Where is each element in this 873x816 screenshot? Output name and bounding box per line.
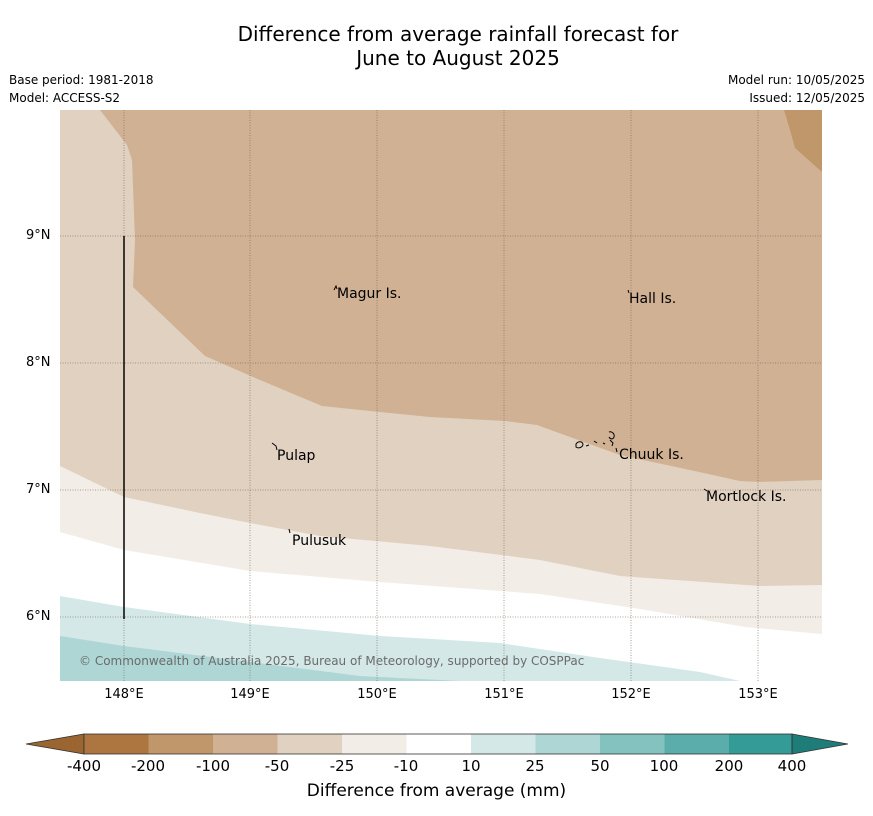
island-magur (333, 284, 338, 291)
island-pulap (271, 442, 278, 451)
colorbar-swatch (148, 734, 213, 754)
colorbar-swatch (213, 734, 278, 754)
colorbar-tick: -25 (329, 757, 355, 775)
colorbar (25, 733, 849, 755)
colorbar-swatch (471, 734, 536, 754)
island-chuuk (575, 431, 618, 453)
band-m200-m100 (784, 110, 822, 172)
band-m100-m50 (100, 110, 822, 482)
colorbar-tick: 50 (590, 757, 610, 775)
colorbar-tick: -50 (264, 757, 290, 775)
issued-label: Issued: 12/05/2025 (749, 91, 865, 105)
title-line-1: Difference from average rainfall forecas… (237, 22, 679, 46)
islands (271, 284, 708, 534)
colorbar-swatch (342, 734, 407, 754)
colorbar-swatch (729, 734, 792, 754)
model-run-label: Model run: 10/05/2025 (727, 73, 865, 87)
colorbar-swatch (535, 734, 600, 754)
lon-label-150e: 150°E (357, 687, 397, 702)
title-line-2: June to August 2025 (356, 46, 560, 70)
colorbar-tick: 10 (461, 757, 481, 775)
colorbar-extend-high (791, 733, 849, 755)
island-hall (627, 289, 630, 294)
colorbar-tick: 200 (714, 757, 744, 775)
colorbar-swatch (600, 734, 665, 754)
lat-label-8n: 8°N (26, 355, 51, 370)
meta-right: Model run: 10/05/2025 Issued: 12/05/2025 (728, 71, 865, 107)
colorbar-frame (83, 733, 793, 755)
colorbar-swatch (277, 734, 342, 754)
meta-left: Base period: 1981-2018 Model: ACCESS-S2 (9, 71, 154, 107)
place-label-pulusuk: Pulusuk (292, 533, 347, 549)
map-area: Magur Is. Hall Is. Pulap Chuuk Is. Mortl… (60, 110, 822, 681)
colorbar-tick: -200 (130, 757, 166, 775)
colorbar-swatch (664, 734, 729, 754)
colorbar-tick: 400 (777, 757, 807, 775)
place-label-hall: Hall Is. (629, 291, 676, 307)
island-mortlock (703, 488, 708, 492)
island-pulusuk (288, 528, 291, 534)
copyright-credit: © Commonwealth of Australia 2025, Bureau… (79, 654, 584, 668)
lon-label-149e: 149°E (230, 687, 270, 702)
colorbar-tick: -10 (393, 757, 419, 775)
colorbar-tick: 100 (649, 757, 679, 775)
lat-label-9n: 9°N (26, 228, 51, 243)
lat-label-7n: 7°N (26, 482, 51, 497)
band-25-50 (60, 636, 460, 681)
lon-label-151e: 151°E (484, 687, 524, 702)
base-period-label: Base period: 1981-2018 (9, 73, 154, 87)
lon-label-152e: 152°E (611, 687, 651, 702)
place-label-mortlock: Mortlock Is. (706, 489, 786, 505)
map-title: Difference from average rainfall forecas… (0, 22, 873, 70)
lat-label-6n: 6°N (26, 609, 51, 624)
colorbar-tick: 25 (525, 757, 545, 775)
colorbar-tick: -100 (195, 757, 231, 775)
colorbar-swatch (406, 734, 471, 754)
lon-label-148e: 148°E (104, 687, 144, 702)
place-label-magur: Magur Is. (337, 286, 402, 302)
colorbar-tick: -400 (66, 757, 102, 775)
graticule (60, 110, 822, 681)
colorbar-swatch (84, 734, 149, 754)
colorbar-title: Difference from average (mm) (306, 781, 567, 801)
colorbar-extend-low (25, 733, 85, 755)
place-label-chuuk: Chuuk Is. (619, 447, 684, 463)
place-label-pulap: Pulap (277, 448, 316, 464)
lon-label-153e: 153°E (738, 687, 778, 702)
model-label: Model: ACCESS-S2 (9, 91, 121, 105)
